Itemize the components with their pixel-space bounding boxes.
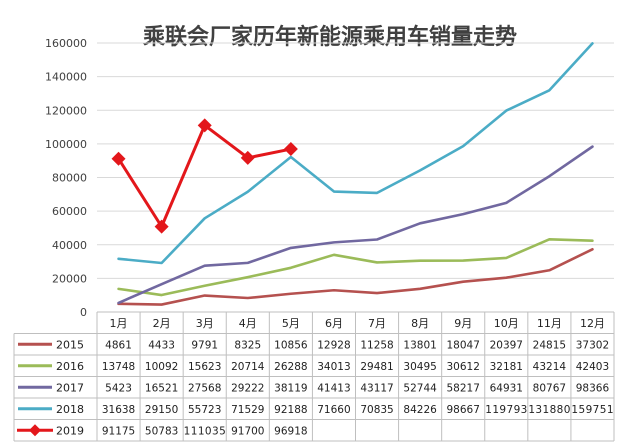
x-category-label: 12月 [580, 317, 605, 330]
x-category-label: 4月 [239, 317, 257, 330]
data-cell: 71529 [231, 404, 264, 416]
data-cell: 55723 [188, 404, 221, 416]
data-cell: 98366 [576, 382, 610, 394]
x-category-label: 5月 [282, 317, 300, 330]
x-category-label: 1月 [110, 317, 128, 330]
data-cell: 32181 [490, 361, 523, 373]
data-cell: 71660 [317, 404, 350, 416]
x-category-label: 9月 [454, 317, 472, 330]
series-name-2017: 2017 [56, 381, 84, 394]
data-cell: 42403 [576, 361, 609, 373]
data-cell: 29150 [145, 404, 178, 416]
data-cell: 43214 [533, 361, 567, 373]
series-line-2017 [117, 145, 594, 305]
data-cell: 91700 [231, 425, 264, 437]
data-cell: 26288 [274, 361, 307, 373]
x-category-label: 2月 [153, 317, 171, 330]
data-cell: 31638 [102, 404, 135, 416]
data-cell: 15623 [188, 361, 221, 373]
data-cell: 24815 [533, 339, 566, 351]
data-cell: 16521 [145, 382, 178, 394]
x-category-label: 8月 [411, 317, 429, 330]
x-category-label: 3月 [196, 317, 214, 330]
data-cell: 38119 [274, 382, 307, 394]
series-marker-2019 [111, 151, 126, 166]
series-name-2015: 2015 [56, 338, 84, 351]
data-cell: 9791 [191, 339, 218, 351]
data-cell: 41413 [317, 382, 350, 394]
data-cell: 37302 [576, 339, 609, 351]
y-tick-label: 60000 [52, 205, 87, 218]
data-cell: 8325 [234, 339, 261, 351]
series-line-2016 [117, 238, 594, 297]
data-cell: 43117 [360, 382, 393, 394]
data-table: 1月 2月 3月 4月 5月 6月 7月 8月 9月 10月 11月 12月 2015 4861 4433 9… [13, 311, 615, 442]
data-cell: 98667 [447, 404, 480, 416]
y-tick-label: 160000 [45, 37, 87, 50]
data-cell: 34013 [317, 361, 350, 373]
data-cell: 10856 [274, 339, 308, 351]
data-cell: 13748 [102, 361, 135, 373]
data-cell: 11258 [360, 339, 393, 351]
data-cell: 4433 [148, 339, 175, 351]
series-marker-2019 [240, 150, 255, 165]
data-cell: 84226 [403, 404, 437, 416]
series-markers [111, 118, 298, 234]
x-category-label: 7月 [368, 317, 386, 330]
legend-key-marker-2019 [29, 424, 41, 437]
series-name-2018: 2018 [56, 403, 84, 416]
data-cell: 29481 [360, 361, 393, 373]
y-tick-label: 140000 [45, 71, 87, 84]
data-cell: 5423 [105, 382, 132, 394]
data-cell: 50783 [145, 425, 178, 437]
y-tick-label: 20000 [52, 272, 87, 285]
data-cell: 119793 [485, 404, 527, 416]
y-tick-label: 40000 [52, 239, 87, 252]
data-cell: 27568 [188, 382, 221, 394]
y-tick-label: 100000 [45, 138, 87, 151]
data-cell: 52744 [403, 382, 437, 394]
data-cell: 80767 [533, 382, 566, 394]
data-cell: 159751 [571, 404, 613, 416]
data-cell: 30612 [447, 361, 480, 373]
data-cell: 64931 [490, 382, 523, 394]
data-cell: 20714 [231, 361, 265, 373]
data-cell: 96918 [274, 425, 307, 437]
data-cell: 10092 [145, 361, 178, 373]
data-cell: 91175 [102, 425, 135, 437]
data-cell: 111035 [184, 425, 226, 437]
data-cell: 18047 [447, 339, 480, 351]
series-line-2018 [117, 42, 594, 265]
series-lines [117, 42, 594, 306]
data-cell: 30495 [403, 361, 436, 373]
data-cell: 4861 [105, 339, 132, 351]
series-marker-2019 [197, 118, 212, 133]
y-tick-label: 0 [80, 306, 87, 319]
y-tick-label: 120000 [45, 104, 87, 117]
data-cell: 20397 [490, 339, 523, 351]
chart-title: 乘联会厂家历年新能源乘用车销量走势 [142, 24, 517, 50]
data-cell: 70835 [360, 404, 393, 416]
data-cell: 58217 [447, 382, 480, 394]
series-marker-2019 [283, 142, 298, 157]
data-cell: 12928 [317, 339, 350, 351]
x-category-label: 10月 [494, 317, 519, 330]
gridlines [97, 42, 614, 279]
data-cell: 92188 [274, 404, 307, 416]
data-cell: 13801 [403, 339, 436, 351]
series-marker-2019 [154, 219, 169, 234]
series-line-2015 [117, 247, 594, 306]
y-axis-ticks: 0 20000 40000 60000 80000 100000 120000 140000 1… [45, 37, 87, 319]
x-category-label: 6月 [325, 317, 343, 330]
x-category-label: 11月 [537, 317, 562, 330]
series-name-2019: 2019 [56, 424, 84, 437]
series-name-2016: 2016 [56, 360, 84, 373]
y-tick-label: 80000 [52, 172, 87, 185]
data-cell: 131880 [528, 404, 570, 416]
data-cell: 29222 [231, 382, 264, 394]
